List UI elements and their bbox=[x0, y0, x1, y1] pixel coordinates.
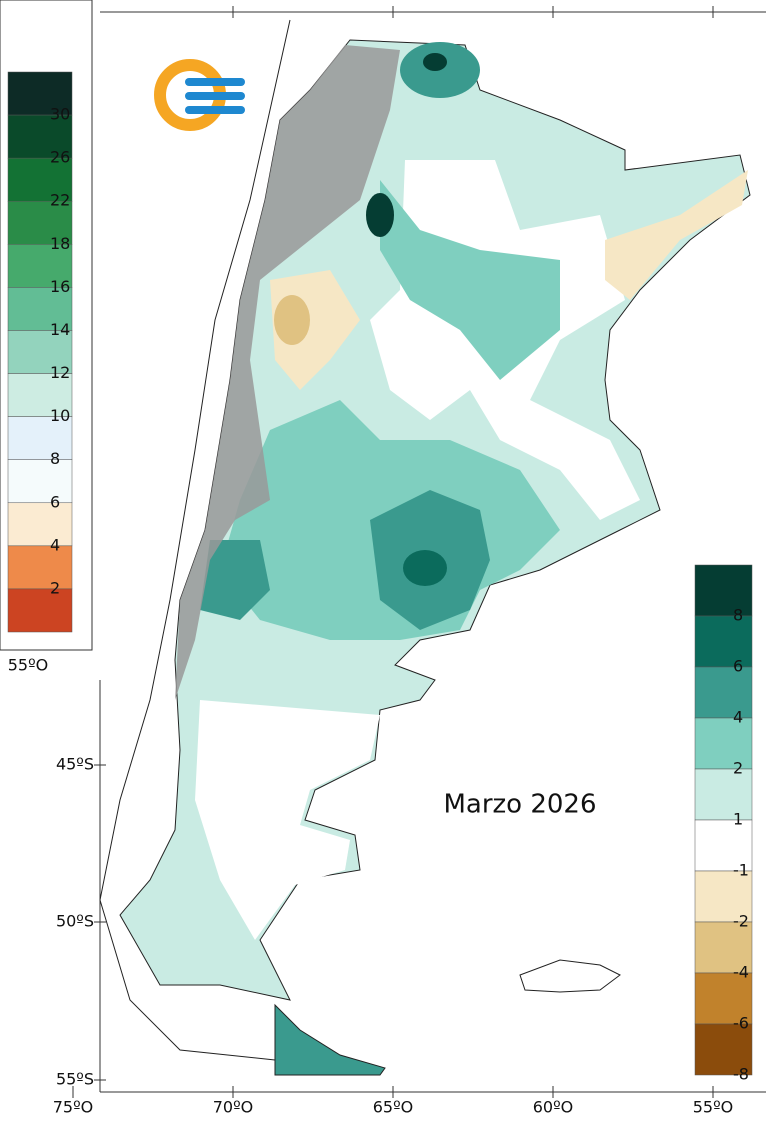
legend-swatch bbox=[694, 666, 753, 719]
lat-label: 55ºS bbox=[56, 1070, 94, 1089]
legend-swatch bbox=[7, 114, 73, 159]
region-tan-cuyo bbox=[274, 295, 310, 345]
region-core-tucuman bbox=[366, 193, 394, 237]
legend-swatch bbox=[7, 459, 73, 504]
legend-swatch bbox=[694, 921, 753, 974]
lon-label: 60ºO bbox=[533, 1098, 574, 1117]
legend-swatch bbox=[7, 416, 73, 460]
legend-label: 2 bbox=[50, 578, 60, 597]
legend-swatch bbox=[7, 545, 73, 590]
legend-label: 14 bbox=[50, 320, 70, 339]
legend-label: -8 bbox=[733, 1065, 749, 1084]
legend-label: -1 bbox=[733, 861, 749, 880]
region-core-north bbox=[423, 53, 447, 71]
legend-swatch bbox=[7, 71, 73, 116]
legend-swatch bbox=[7, 502, 73, 547]
legend-swatch bbox=[7, 373, 73, 417]
legend-label: 6 bbox=[733, 657, 743, 676]
lon-label: 75ºO bbox=[53, 1098, 94, 1117]
tierra-del-fuego bbox=[274, 1003, 386, 1076]
legend-swatch bbox=[7, 287, 73, 331]
inset-axis-label: 55ºO bbox=[8, 656, 49, 675]
region-teal-north bbox=[380, 180, 560, 380]
map-body bbox=[99, 19, 751, 1076]
lon-label: 55ºO bbox=[693, 1098, 734, 1117]
map-title: Marzo 2026 bbox=[443, 790, 596, 820]
legend-label: 6 bbox=[50, 492, 60, 511]
region-beige-ne bbox=[605, 170, 748, 300]
region-core-center bbox=[403, 550, 447, 586]
legend-swatch bbox=[7, 157, 73, 202]
legend-label: 8 bbox=[50, 449, 60, 468]
lon-label: 70ºO bbox=[213, 1098, 254, 1117]
malvinas bbox=[519, 959, 621, 993]
legend-label: 4 bbox=[50, 535, 60, 554]
legend-swatch bbox=[694, 564, 753, 617]
legend-label: 1 bbox=[733, 810, 743, 829]
legend-label: -2 bbox=[733, 912, 749, 931]
legend-label: 16 bbox=[50, 277, 70, 296]
legend-swatch bbox=[694, 615, 753, 668]
legend-swatch bbox=[7, 330, 73, 374]
legend-swatch bbox=[7, 588, 73, 633]
legend-label: 18 bbox=[50, 234, 70, 253]
lat-label: 45ºS bbox=[56, 755, 94, 774]
legend-label: 30 bbox=[50, 105, 70, 124]
legend-label: -4 bbox=[733, 963, 749, 982]
legend-swatch bbox=[7, 200, 73, 245]
legend-swatch bbox=[694, 1023, 753, 1076]
legend-label: 10 bbox=[50, 406, 70, 425]
region-andes-gray bbox=[175, 45, 400, 700]
lat-label: 50ºS bbox=[56, 912, 94, 931]
legend-label: 22 bbox=[50, 191, 70, 210]
legend-swatch bbox=[694, 717, 753, 770]
chile-outline bbox=[99, 19, 291, 1061]
legend-label: 8 bbox=[733, 606, 743, 625]
legend-label: 12 bbox=[50, 363, 70, 382]
legend-label: 2 bbox=[733, 759, 743, 778]
legend-swatch bbox=[694, 768, 753, 821]
legend-label: 26 bbox=[50, 148, 70, 167]
region-white-patagonia bbox=[195, 700, 380, 940]
legend-label: -6 bbox=[733, 1014, 749, 1033]
legend-swatch bbox=[7, 244, 73, 288]
logo bbox=[154, 59, 245, 131]
lon-label: 65ºO bbox=[373, 1098, 414, 1117]
legend-swatch bbox=[694, 819, 753, 872]
legend-label: 4 bbox=[733, 708, 743, 727]
legend-swatch bbox=[694, 870, 753, 923]
legends-and-axes: 30 26 22 18 16 14 12 10 8 6 4 2 8 6 4 2 1 -1 -2 -4 -6 -8 45ºS 5… bbox=[7, 6, 753, 1117]
region-dark-west bbox=[200, 540, 270, 620]
